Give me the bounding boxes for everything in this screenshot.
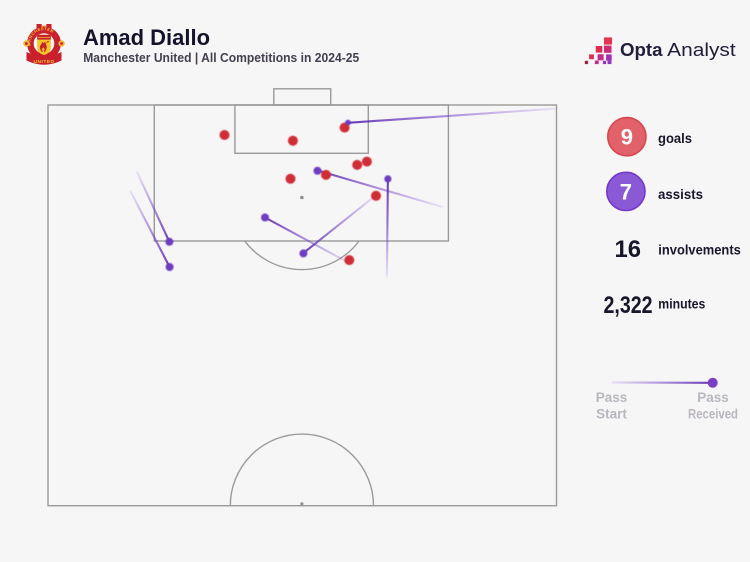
svg-text:Opta: Opta	[620, 39, 663, 60]
svg-text:Pass: Pass	[596, 390, 628, 405]
svg-text:UNITED: UNITED	[34, 59, 55, 65]
svg-text:Manchester United | All Compet: Manchester United | All Competitions in …	[83, 51, 359, 65]
svg-text:goals: goals	[658, 131, 692, 146]
svg-text:Start: Start	[596, 407, 627, 422]
svg-text:7: 7	[620, 179, 632, 204]
svg-text:Amad Diallo: Amad Diallo	[83, 25, 210, 50]
svg-text:2,322: 2,322	[604, 292, 653, 319]
svg-text:Received: Received	[688, 407, 738, 422]
svg-text:Pass: Pass	[697, 390, 729, 405]
svg-text:minutes: minutes	[658, 297, 705, 312]
svg-text:9: 9	[621, 125, 633, 150]
svg-text:assists: assists	[658, 187, 703, 202]
svg-text:involvements: involvements	[658, 242, 741, 257]
svg-text:Analyst: Analyst	[667, 39, 736, 60]
svg-text:16: 16	[615, 236, 642, 263]
